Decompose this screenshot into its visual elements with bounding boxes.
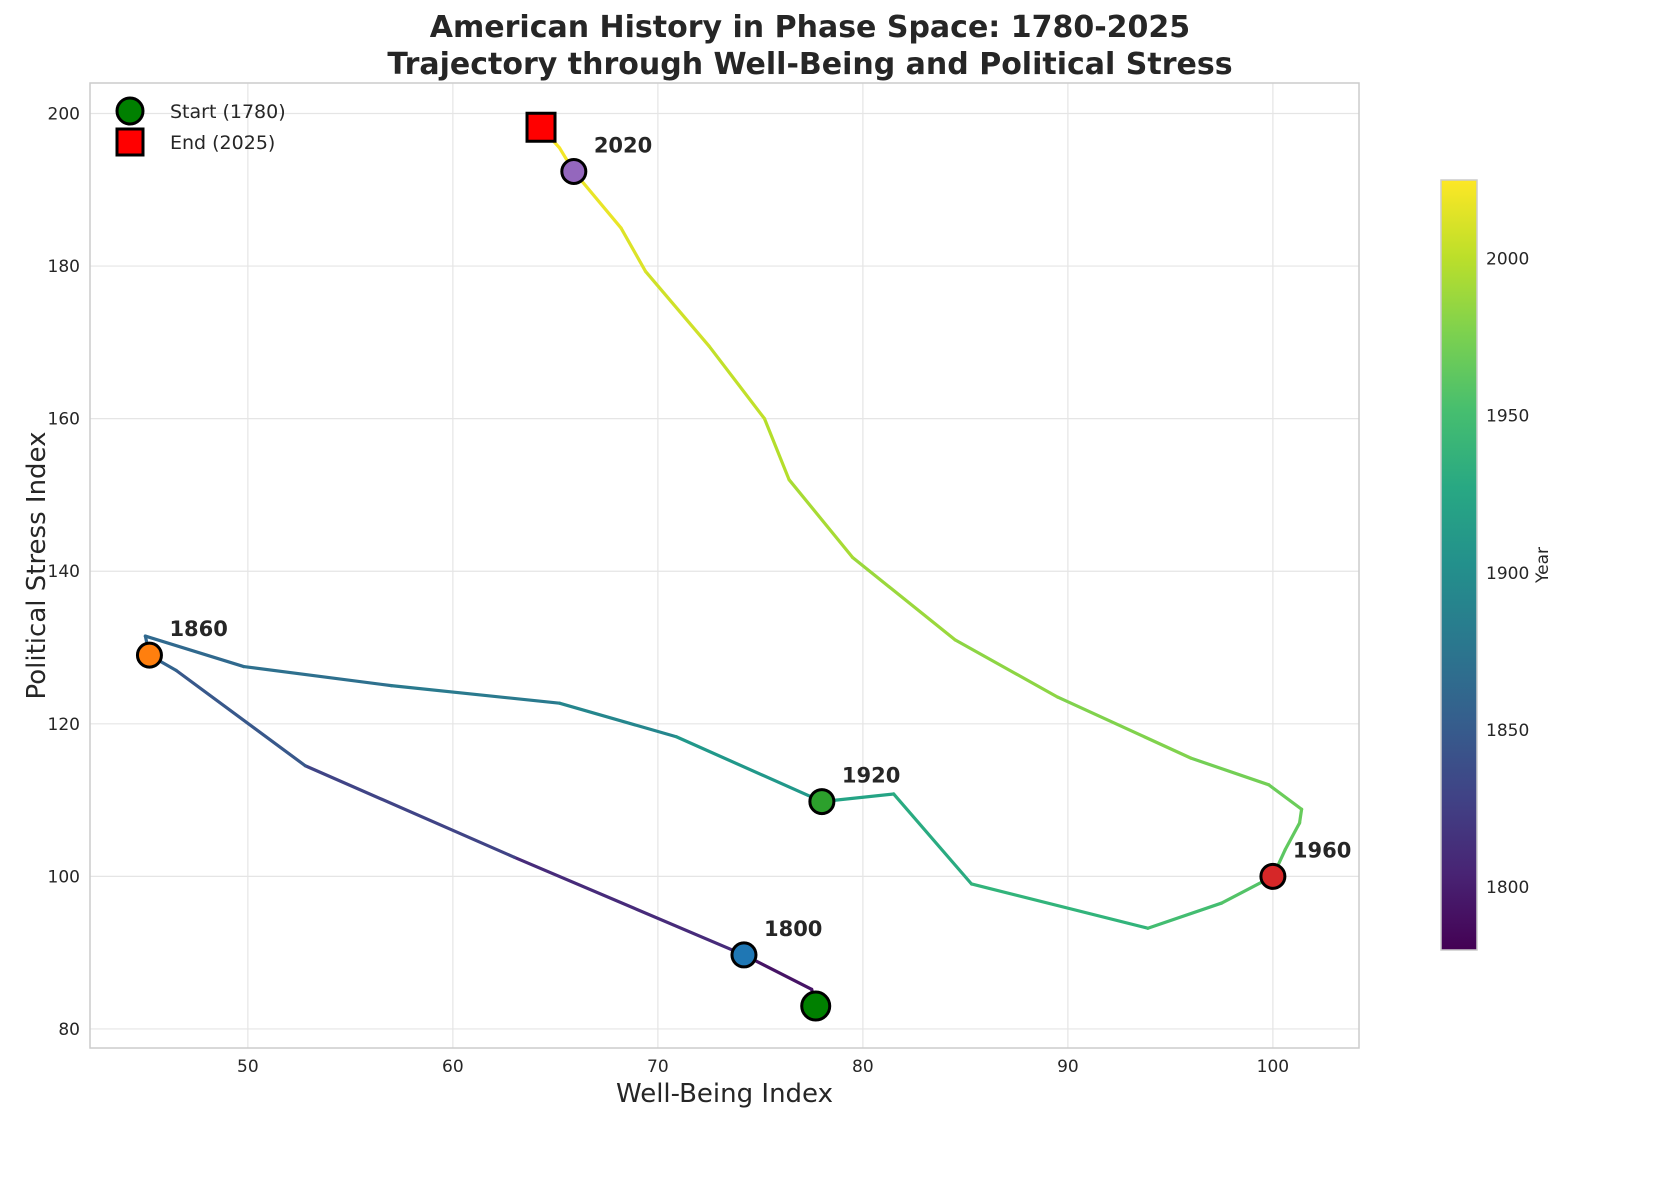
trajectory-segment	[1283, 821, 1302, 852]
trajectory-segment	[1297, 807, 1304, 825]
trajectory-segment	[303, 764, 516, 859]
y-tick-label: 160	[48, 410, 80, 430]
legend-end-label: End (2025)	[170, 132, 275, 154]
milestone-label-1960: 1960	[1293, 838, 1351, 862]
y-tick-label: 120	[48, 715, 80, 735]
trajectory-segment	[1189, 756, 1271, 787]
axis-ticks: 50 60 70 80 90 100 80 100 120 140 160 180 200	[48, 105, 1290, 1077]
end-marker	[525, 111, 557, 143]
y-tick-label: 80	[58, 1020, 80, 1040]
milestone-marker-1800	[730, 941, 758, 969]
trajectory-segment	[762, 417, 791, 482]
trajectory-segment	[1146, 901, 1224, 930]
legend-start-marker	[115, 96, 145, 126]
colorbar-tick-label: 2000	[1486, 250, 1529, 270]
legend-end-marker	[115, 127, 145, 157]
trajectory-line	[143, 125, 1304, 1008]
trajectory-segment	[674, 735, 824, 804]
legend: Start (1780) End (2025)	[115, 96, 286, 157]
axes-frame	[89, 82, 1360, 1049]
colorbar-bar	[1440, 179, 1478, 951]
grid	[90, 83, 1359, 1048]
trajectory-segment	[969, 882, 1150, 930]
milestone-marker-2020	[560, 157, 588, 185]
y-tick-label: 180	[48, 257, 80, 277]
trajectory-segment	[851, 555, 957, 642]
chart-title: American History in Phase Space: 1780-20…	[387, 10, 1232, 82]
colorbar-tick-label: 1800	[1486, 878, 1529, 898]
colorbar-tick-label: 1900	[1486, 564, 1529, 584]
trajectory-segment	[143, 634, 246, 669]
milestone-label-1920: 1920	[842, 764, 900, 788]
chart-title-line-1: American History in Phase Space: 1780-20…	[430, 10, 1190, 45]
trajectory-segment	[1056, 695, 1193, 760]
colorbar-tick-label: 1950	[1486, 407, 1529, 427]
trajectory-segment	[892, 792, 974, 886]
colorbar-label: Year	[1533, 547, 1553, 584]
trajectory-segment	[1267, 783, 1304, 811]
x-tick-label: 80	[852, 1057, 874, 1077]
milestone-label-2020: 2020	[594, 133, 652, 157]
colorbar: 1800 1850 1900 1950 2000 Year	[1440, 179, 1553, 951]
colorbar-tick-label: 1850	[1486, 721, 1529, 741]
milestone-label-1860: 1860	[169, 617, 227, 641]
milestone-marker-1960	[1259, 862, 1287, 890]
y-tick-label: 140	[48, 562, 80, 582]
trajectory-segment	[707, 344, 767, 421]
trajectory-segment	[512, 855, 746, 957]
trajectory-segment	[787, 478, 855, 560]
x-tick-label: 60	[442, 1057, 464, 1077]
milestone-marker-1860	[135, 641, 163, 669]
trajectory-segment	[557, 701, 678, 739]
y-axis-label: Political Stress Index	[22, 432, 52, 700]
milestone-marker-1920	[808, 788, 836, 816]
y-tick-label: 200	[48, 105, 80, 125]
trajectory-segment	[242, 664, 393, 688]
trajectory-segment	[389, 684, 562, 705]
trajectory-segment	[619, 226, 648, 274]
chart-title-line-2: Trajectory through Well-Being and Politi…	[387, 47, 1232, 82]
x-tick-label: 90	[1057, 1057, 1079, 1077]
trajectory-segment	[174, 668, 307, 768]
trajectory-segment	[953, 638, 1060, 699]
milestone-label-1800: 1800	[764, 917, 822, 941]
x-tick-label: 100	[1257, 1057, 1289, 1077]
markers: 1800 1860 1920 1960 2020	[135, 111, 1351, 1022]
y-tick-label: 100	[48, 867, 80, 887]
x-axis-label: Well-Being Index	[616, 1079, 833, 1109]
start-marker	[800, 990, 832, 1022]
x-tick-label: 70	[647, 1057, 669, 1077]
legend-start-label: Start (1780)	[170, 101, 286, 123]
x-tick-label: 50	[237, 1057, 259, 1077]
trajectory-segment	[643, 269, 711, 348]
